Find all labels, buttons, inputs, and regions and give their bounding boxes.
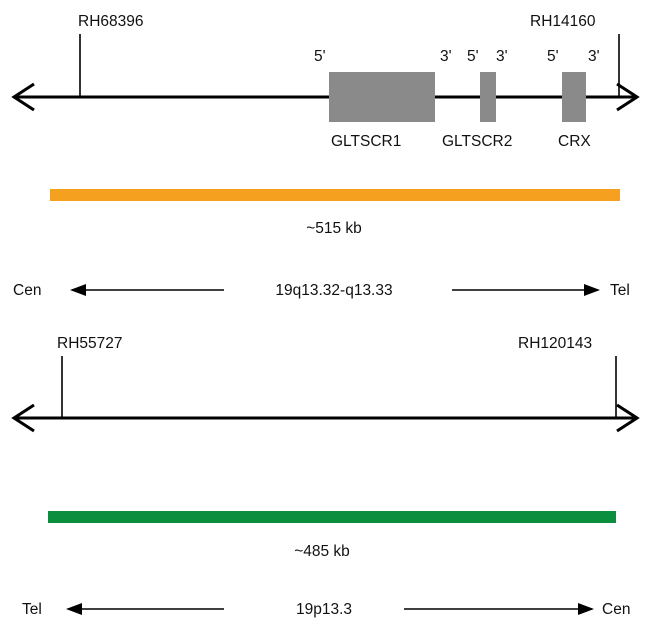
orientation-arrow-right-top	[584, 284, 600, 296]
marker-label-right-top: RH14160	[530, 13, 596, 30]
gene-box-gltscr2	[480, 72, 496, 122]
marker-label-left-bottom: RH55727	[57, 335, 123, 352]
crx-five-prime: 5'	[547, 48, 559, 65]
end-label-right-top: Tel	[610, 282, 630, 299]
gene-box-gltscr1	[329, 72, 435, 122]
marker-label-right-bottom: RH120143	[518, 335, 592, 352]
marker-label-left-top: RH68396	[78, 13, 144, 30]
end-label-right-bottom: Cen	[602, 601, 630, 618]
end-label-left-top: Cen	[13, 282, 41, 299]
crx-three-prime: 3'	[588, 48, 600, 65]
arrowhead-right-top	[616, 82, 640, 112]
gene-name-gltscr2: GLTSCR2	[442, 133, 512, 150]
gltscr2-five-prime: 5'	[467, 48, 479, 65]
span-label-bottom: ~485 kb	[294, 543, 350, 560]
bottom-panel: RH55727 RH120143 ~485 kb Tel 19p13.3 Cen	[11, 335, 640, 618]
gltscr1-five-prime: 5'	[314, 48, 326, 65]
span-bar-top	[50, 189, 620, 201]
orientation-arrow-left-bottom	[66, 603, 82, 615]
locus-label-bottom: 19p13.3	[296, 601, 352, 618]
gltscr1-three-prime: 3'	[440, 48, 452, 65]
gene-box-crx	[562, 72, 586, 122]
gene-name-crx: CRX	[558, 133, 591, 150]
gene-name-gltscr1: GLTSCR1	[331, 133, 401, 150]
orientation-arrow-left-top	[70, 284, 86, 296]
span-bar-bottom	[48, 511, 616, 523]
end-label-left-bottom: Tel	[22, 601, 42, 618]
arrowhead-left-top	[11, 82, 35, 112]
orientation-arrow-right-bottom	[578, 603, 594, 615]
arrowhead-left-bottom	[11, 403, 35, 433]
span-label-top: ~515 kb	[306, 220, 362, 237]
arrowhead-right-bottom	[616, 403, 640, 433]
gltscr2-three-prime: 3'	[496, 48, 508, 65]
locus-label-top: 19q13.32-q13.33	[275, 282, 392, 299]
top-panel: RH68396 RH14160 5' 3' 5' 3' 5' 3' GLTSCR…	[11, 13, 640, 299]
